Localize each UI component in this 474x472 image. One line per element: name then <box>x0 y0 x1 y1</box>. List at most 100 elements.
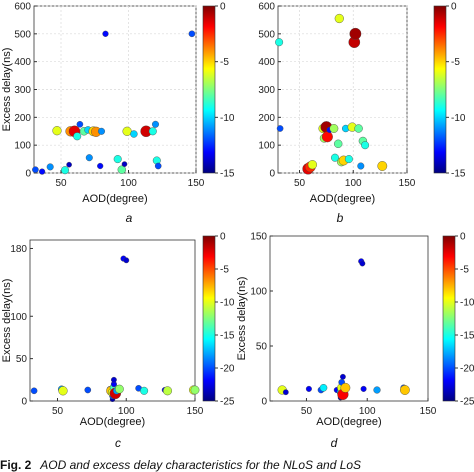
colorbar-tick-label: -10 <box>220 298 235 309</box>
colorbar-tick-label: -10 <box>460 298 474 309</box>
y-tick-label: 100 <box>14 141 31 152</box>
data-point <box>97 127 105 135</box>
data-point <box>97 162 104 170</box>
y-tick-label: 200 <box>14 113 31 124</box>
x-tick-label: 100 <box>345 178 362 189</box>
data-point <box>61 166 70 175</box>
data-point <box>111 376 117 383</box>
y-tick-label: 50 <box>256 342 268 353</box>
data-point <box>188 30 196 38</box>
panel-label: b <box>337 211 344 225</box>
y-tick-label: 100 <box>258 141 275 152</box>
data-point <box>122 126 132 136</box>
panel-label: d <box>331 436 338 450</box>
data-point <box>151 120 159 128</box>
colorbar-tick-label: -20 <box>220 364 235 375</box>
colorbar-tick-label: -15 <box>451 169 466 180</box>
data-point <box>329 124 339 133</box>
data-point <box>73 132 82 141</box>
data-point <box>113 155 122 164</box>
x-tick-label: 100 <box>120 178 137 189</box>
data-point <box>102 30 109 37</box>
figure-caption-label: Fig. 2 <box>0 458 32 472</box>
data-point <box>373 386 381 394</box>
data-point <box>334 139 343 149</box>
plot-area <box>269 235 429 402</box>
colorbar <box>442 235 456 402</box>
data-point <box>32 166 39 173</box>
colorbar-tick-label: 0 <box>460 232 466 243</box>
y-tick-label: 400 <box>14 57 31 68</box>
colorbar-tick-label: -5 <box>451 57 460 68</box>
y-tick-label: 50 <box>16 354 28 365</box>
data-point <box>148 127 157 136</box>
x-tick-label: 100 <box>359 406 376 417</box>
data-point <box>140 386 149 395</box>
y-tick-label: 400 <box>258 57 275 68</box>
x-tick-label: 50 <box>294 178 306 189</box>
data-point <box>162 386 172 396</box>
y-axis-label: Excess delay(ns) <box>1 279 13 363</box>
x-axis-label: AOD(degree) <box>80 416 145 428</box>
colorbar-tick-label: -10 <box>220 113 235 124</box>
data-point <box>354 124 363 133</box>
data-point <box>321 131 333 143</box>
data-point <box>377 161 388 171</box>
y-tick-label: 0 <box>261 397 267 408</box>
x-axis-label: AOD(degree) <box>310 193 375 205</box>
panel-label: c <box>115 436 121 450</box>
data-point <box>399 385 410 395</box>
colorbar <box>202 5 216 174</box>
y-axis-label: Excess delay(ns) <box>236 277 248 361</box>
data-point <box>334 13 344 24</box>
data-point <box>76 121 84 128</box>
y-axis-label: Excess delay(ns) <box>1 48 13 132</box>
y-tick-label: 300 <box>14 85 31 96</box>
data-point <box>359 260 366 267</box>
colorbar-tick-label: -5 <box>460 265 469 276</box>
colorbar-tick-label: -15 <box>460 331 474 342</box>
data-point <box>84 386 92 394</box>
scatter-panel-b: 50 100 150 0 100 200 300 400 500 600 AOD(degree) b 0… <box>258 2 466 226</box>
colorbar-tick-label: 0 <box>220 2 226 13</box>
data-point <box>117 165 127 174</box>
colorbar-tick-label: -15 <box>220 169 235 180</box>
data-point <box>344 155 353 164</box>
figure-caption-text: AOD and excess delay characteristics for… <box>39 458 361 472</box>
colorbar <box>433 5 447 174</box>
x-axis-label: AOD(degree) <box>316 416 381 428</box>
x-axis-label: AOD(degree) <box>82 193 147 205</box>
x-tick-label: 50 <box>52 406 64 417</box>
scatter-panel-c: 50 100 150 0 50 100 180 AOD(degree) Excess delay… <box>1 232 235 451</box>
x-tick-label: 50 <box>55 178 67 189</box>
data-point <box>331 153 340 162</box>
data-point <box>154 162 162 170</box>
y-tick-label: 0 <box>269 169 275 180</box>
data-point <box>360 385 367 392</box>
colorbar <box>202 235 216 402</box>
data-point <box>58 386 68 396</box>
colorbar-tick-label: -25 <box>460 397 474 408</box>
y-tick-label: 300 <box>258 85 275 96</box>
data-point <box>361 141 370 150</box>
y-tick-label: 0 <box>21 397 27 408</box>
x-tick-label: 150 <box>188 178 205 189</box>
x-tick-label: 50 <box>301 406 313 417</box>
colorbar-tick-label: 0 <box>451 2 457 13</box>
data-point <box>38 168 46 175</box>
colorbar-tick-label: -5 <box>220 265 229 276</box>
data-point <box>276 125 284 132</box>
plot-area <box>29 239 196 402</box>
figure-caption: Fig. 2 AOD and excess delay characterist… <box>0 458 361 472</box>
data-point <box>121 161 128 167</box>
y-tick-label: 100 <box>10 312 27 323</box>
data-point <box>349 27 362 40</box>
y-tick-label: 500 <box>14 29 31 40</box>
data-point <box>319 383 328 392</box>
data-point <box>66 161 72 168</box>
data-point <box>52 126 62 136</box>
data-point <box>130 130 138 138</box>
y-tick-label: 600 <box>258 2 275 13</box>
x-tick-label: 150 <box>187 406 204 417</box>
y-tick-label: 180 <box>10 244 27 255</box>
